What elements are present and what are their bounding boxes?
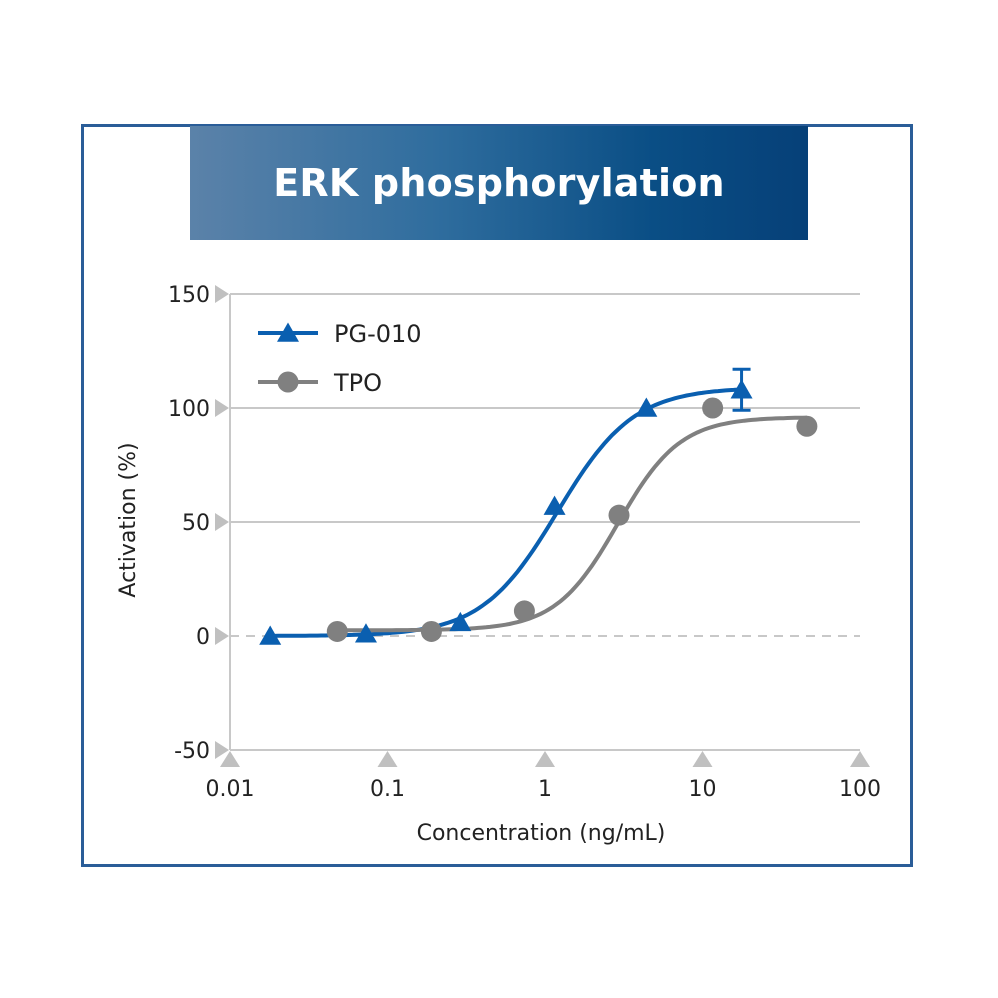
circle-marker-icon <box>796 415 818 437</box>
triangle-marker-icon <box>354 623 377 643</box>
legend-label: TPO <box>333 369 382 397</box>
y-tick-label: 50 <box>182 511 210 536</box>
y-tick-marker-icon <box>215 399 229 417</box>
chart-frame <box>81 124 913 867</box>
triangle-marker-icon <box>277 322 299 342</box>
triangle-marker-icon <box>449 611 472 632</box>
x-tick-label: 0.01 <box>206 777 255 802</box>
legend-label: PG-010 <box>334 320 422 348</box>
triangle-marker-icon <box>635 397 658 417</box>
y-tick-label: 150 <box>168 283 210 308</box>
y-tick-marker-icon <box>215 741 229 759</box>
legend-item-pg-010: PG-010 <box>258 320 422 348</box>
circle-marker-icon <box>420 620 442 642</box>
x-tick-label: 100 <box>839 777 881 802</box>
y-tick-marker-icon <box>215 285 229 303</box>
y-tick-label: 100 <box>168 397 210 422</box>
fit-curves <box>270 387 807 638</box>
x-tick-marker-icon <box>850 751 870 767</box>
title-banner: ERK phosphorylation <box>190 126 808 240</box>
y-tick-label: -50 <box>174 739 210 764</box>
x-tick-label: 0.1 <box>370 777 405 802</box>
x-tick-label: 1 <box>538 777 552 802</box>
x-axis-ticks: 0.01 0.1 1 10 100 <box>206 751 881 802</box>
x-tick-marker-icon <box>535 751 555 767</box>
x-axis-label: Concentration (ng/mL) <box>417 821 666 846</box>
circle-marker-icon <box>277 371 299 393</box>
triangle-marker-icon <box>730 379 753 399</box>
y-axis-ticks: 150 100 50 0 -50 <box>168 283 229 764</box>
y-tick-marker-icon <box>215 627 229 645</box>
triangle-marker-icon <box>259 625 282 645</box>
y-tick-marker-icon <box>215 513 229 531</box>
fit-curve-tpo <box>337 415 807 633</box>
circle-marker-icon <box>608 504 630 526</box>
legend: PG-010 TPO <box>258 320 422 397</box>
circle-marker-icon <box>326 620 348 642</box>
gridlines <box>230 293 860 637</box>
data-points <box>259 367 818 645</box>
x-tick-marker-icon <box>692 751 713 767</box>
triangle-marker-icon <box>543 495 566 515</box>
fit-curve-pg-010 <box>270 387 742 638</box>
circle-marker-icon <box>702 397 724 419</box>
x-tick-marker-icon <box>377 751 398 767</box>
x-tick-label: 10 <box>689 777 717 802</box>
x-tick-marker-icon <box>220 751 240 767</box>
axes <box>229 294 860 751</box>
circle-marker-icon <box>513 600 535 622</box>
legend-item-tpo: TPO <box>258 369 382 397</box>
chart-title: ERK phosphorylation <box>273 161 725 205</box>
y-axis-label: Activation (%) <box>116 442 141 597</box>
y-tick-label: 0 <box>196 625 210 650</box>
